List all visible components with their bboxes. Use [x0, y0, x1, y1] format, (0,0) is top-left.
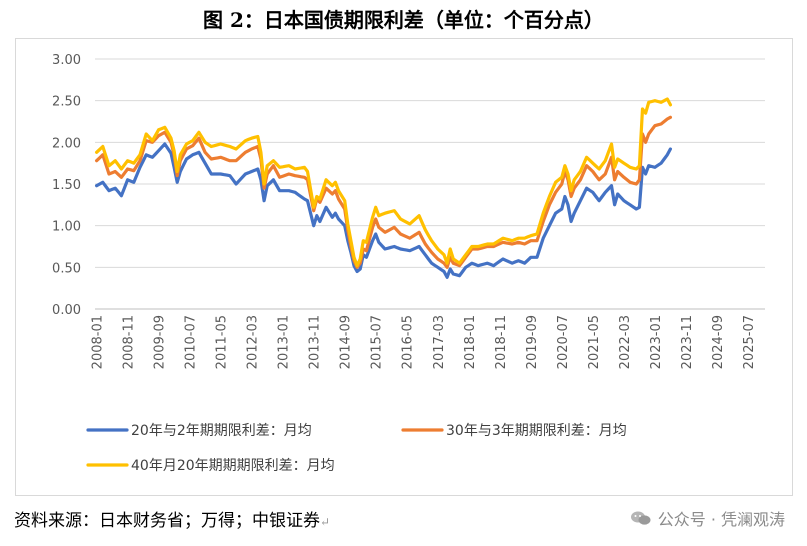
- x-tick-label: 2018-01: [463, 315, 478, 369]
- x-axis-ticks: 2008-01 2008-11 2009-09 2010-07 2011-05 2012-…: [91, 315, 757, 369]
- x-tick-label: 2023-11: [680, 315, 695, 369]
- x-tick-label: 2017-03: [432, 315, 447, 369]
- x-tick-label: 2013-11: [308, 315, 323, 369]
- watermark-text: 公众号 · 凭澜观涛: [658, 506, 785, 530]
- y-tick-label: 1.00: [52, 220, 81, 235]
- wechat-icon: [630, 510, 652, 526]
- x-tick-label: 2021-05: [587, 315, 602, 369]
- x-tick-label: 2025-07: [742, 315, 757, 369]
- legend-label: 20年与2年期期限利差：月均: [131, 423, 312, 439]
- x-tick-label: 2009-09: [153, 315, 168, 369]
- x-tick-label: 2024-09: [711, 315, 726, 369]
- y-tick-label: 0.50: [52, 261, 81, 276]
- series-line-3: [97, 99, 671, 266]
- source-text: 资料来源：日本财务省；万得；中银证券: [14, 511, 320, 531]
- x-tick-label: 2015-07: [370, 315, 385, 369]
- watermark: 公众号 · 凭澜观涛: [630, 506, 785, 530]
- line-chart: 3.002.502.001.501.000.500.00 2008-01 2008…: [15, 38, 791, 494]
- series-lines: [97, 99, 671, 277]
- x-tick-label: 2023-01: [649, 315, 664, 369]
- y-axis-ticks: 3.00 2.50 2.00 1.50 1.00 0.50 0.00: [52, 53, 81, 318]
- y-tick-label: 1.50: [52, 178, 81, 193]
- y-tick-label: 2.00: [52, 136, 81, 151]
- y-tick-label: 3.00: [52, 53, 81, 68]
- x-tick-label: 2012-03: [246, 315, 261, 369]
- source-note: 资料来源：日本财务省；万得；中银证券↵: [14, 506, 330, 531]
- x-tick-label: 2013-01: [277, 315, 292, 369]
- x-tick-label: 2018-11: [494, 315, 509, 369]
- chart-title: 图 2：日本国债期限利差（单位：个百分点）: [0, 4, 807, 33]
- x-tick-label: 2008-11: [122, 315, 137, 369]
- x-tick-label: 2011-05: [215, 315, 230, 369]
- x-tick-label: 2019-09: [525, 315, 540, 369]
- x-tick-label: 2008-01: [91, 315, 106, 369]
- return-mark-icon: ↵: [320, 515, 330, 529]
- legend-label: 40年月20年期期期限利差：月均: [131, 458, 335, 474]
- x-tick-label: 2016-05: [401, 315, 416, 369]
- legend-label: 30年与3年期期限利差：月均: [446, 423, 627, 439]
- y-tick-label: 2.50: [52, 95, 81, 110]
- x-tick-label: 2014-09: [339, 315, 354, 369]
- x-tick-label: 2020-07: [556, 315, 571, 369]
- gridlines: [95, 59, 765, 309]
- x-tick-label: 2010-07: [184, 315, 199, 369]
- y-tick-label: 0.00: [52, 303, 81, 318]
- legend: 20年与2年期期限利差：月均 30年与3年期期限利差：月均 40年月20年期期期限利…: [88, 423, 627, 474]
- x-tick-label: 2022-03: [618, 315, 633, 369]
